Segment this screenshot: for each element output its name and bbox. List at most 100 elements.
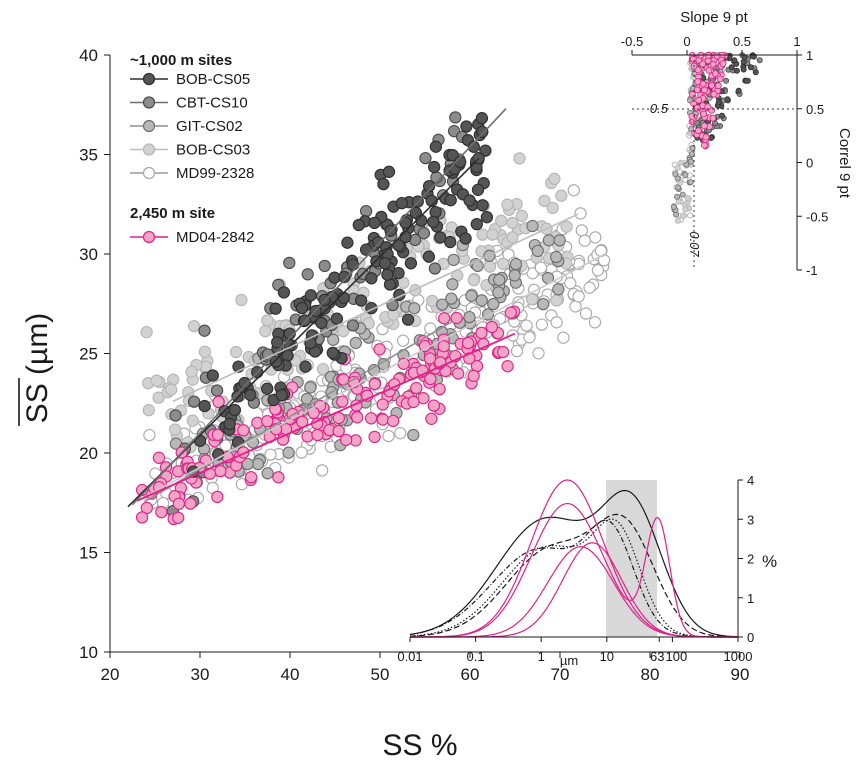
- data-point-md99-2328: [589, 231, 602, 244]
- inset-x-axis-label: Slope 9 pt: [680, 9, 748, 26]
- inset-point-bob-cs05: [747, 64, 754, 71]
- data-point-bob-cs05: [470, 217, 483, 231]
- data-point-bob-cs05: [261, 382, 274, 395]
- legend-marker: [142, 72, 156, 86]
- data-point-md99-2328: [394, 427, 407, 440]
- main-x-tick-label: 40: [281, 665, 300, 684]
- legend-group2-title: 2,450 m site: [130, 205, 215, 222]
- data-point-cbt-cs10: [318, 259, 331, 273]
- data-point-git-cs02: [508, 269, 521, 282]
- data-point-md04-2842: [212, 395, 225, 409]
- inset-x-tick-label: 1: [793, 34, 800, 49]
- data-point-md04-2842: [452, 367, 465, 380]
- data-point-bob-cs05: [422, 179, 436, 193]
- data-point-md04-2842: [272, 471, 285, 484]
- data-point-bob-cs05: [206, 369, 219, 382]
- data-point-git-cs02: [282, 446, 295, 459]
- data-point-bob-cs05: [401, 313, 415, 326]
- inset-point-md04-2842: [702, 133, 710, 141]
- data-point-bob-cs05: [480, 211, 494, 224]
- inset-point-md04-2842: [719, 60, 727, 67]
- data-point-git-cs02: [550, 250, 563, 264]
- data-point-md99-2328: [575, 224, 588, 237]
- legend-label-md04-2842: MD04-2842: [176, 229, 254, 246]
- data-point-bob-cs03: [316, 362, 330, 376]
- legend-entry-cbt-cs10: CBT-CS10: [130, 95, 248, 112]
- data-point-md04-2842: [237, 424, 250, 437]
- inset-point-bob-cs05: [741, 54, 748, 61]
- data-point-md04-2842: [373, 343, 386, 356]
- data-point-bob-cs05: [459, 232, 472, 245]
- inset-point-bob-cs05: [733, 67, 740, 74]
- main-x-axis-label: SS %: [382, 729, 457, 761]
- data-point-bob-cs03: [525, 293, 539, 306]
- inset-y-tick-label: -1: [806, 263, 818, 278]
- data-point-md99-2328: [523, 331, 536, 344]
- legend-group1-title: ~1,000 m sites: [130, 52, 232, 69]
- data-point-md04-2842: [135, 511, 149, 524]
- data-point-git-cs02: [349, 336, 362, 350]
- data-point-bob-cs05: [338, 270, 351, 284]
- data-point-bob-cs05: [479, 144, 492, 157]
- trend-line-bob-cs05: [127, 157, 480, 508]
- main-y-axis-label-group: SS (µm): [18, 313, 54, 426]
- inset-point-md04-2842: [694, 66, 702, 74]
- data-point-bob-cs03: [495, 214, 508, 227]
- data-point-md04-2842: [172, 497, 186, 510]
- legend-label: CBT-CS10: [176, 95, 248, 112]
- inset-point-bob-cs05: [743, 77, 750, 84]
- data-point-cbt-cs10: [283, 256, 296, 270]
- inset-point-bob-cs05: [740, 66, 747, 73]
- main-y-tick-label: 40: [79, 46, 98, 65]
- data-point-bob-cs03: [548, 172, 561, 185]
- data-point-bob-cs05: [446, 149, 459, 162]
- data-point-bob-cs03: [337, 324, 350, 338]
- data-point-bob-cs05: [460, 120, 473, 133]
- data-point-bob-cs05: [399, 216, 412, 229]
- data-point-bob-cs05: [298, 314, 312, 327]
- data-point-md04-2842: [261, 415, 274, 428]
- inset-point-bob-cs05: [752, 69, 759, 76]
- inset-y-tick-label: 0: [806, 156, 813, 171]
- data-point-md04-2842: [475, 326, 488, 340]
- inset-point-md04-2842: [693, 86, 701, 94]
- main-x-tick-label: 50: [371, 665, 390, 684]
- data-point-md99-2328: [591, 264, 605, 277]
- grain-size-curve-solid-pink: [410, 542, 738, 638]
- grain-size-curve-solid-dark: [409, 489, 738, 638]
- data-point-git-cs02: [509, 257, 523, 271]
- data-point-md99-2328: [502, 248, 515, 261]
- data-point-git-cs02: [261, 467, 274, 480]
- inset-point-git-cs02: [670, 203, 677, 210]
- main-x-tick-label: 30: [191, 665, 210, 684]
- data-point-bob-cs03: [187, 319, 201, 333]
- inset-point-md04-2842: [695, 127, 702, 135]
- data-point-git-cs02: [447, 253, 460, 267]
- data-point-md99-2328: [534, 261, 548, 274]
- inset-point-git-cs02: [687, 158, 694, 165]
- data-point-md04-2842: [386, 414, 400, 428]
- data-point-md99-2328: [557, 331, 570, 344]
- legend: ~1,000 m sites BOB-CS05CBT-CS10GIT-CS02B…: [130, 52, 254, 246]
- data-point-md04-2842: [376, 398, 389, 411]
- data-point-md99-2328: [578, 234, 591, 247]
- data-point-bob-cs05: [471, 183, 485, 196]
- data-point-bob-cs05: [467, 140, 480, 153]
- data-point-bob-cs05: [476, 125, 489, 139]
- inset-point-git-cs02: [688, 125, 695, 132]
- legend-label: BOB-CS05: [176, 71, 250, 88]
- data-point-bob-cs05: [476, 199, 489, 212]
- data-point-bob-cs05: [378, 257, 392, 270]
- inset-ref-label-horizontal: 0.5: [650, 101, 669, 116]
- data-point-git-cs02: [542, 234, 556, 247]
- data-point-bob-cs05: [422, 250, 436, 263]
- main-ticks: 20 30 40 50 60 70 80 90 10 15 20 25 30 35 40: [79, 46, 749, 684]
- main-y-tick-label: 15: [79, 544, 98, 563]
- data-point-md99-2328: [572, 290, 585, 303]
- data-point-bob-cs05: [475, 112, 489, 125]
- data-point-md99-2328: [315, 464, 329, 477]
- data-point-bob-cs03: [486, 228, 499, 241]
- data-point-bob-cs05: [330, 312, 344, 325]
- legend-label: BOB-CS03: [176, 142, 250, 159]
- inset-grain-y-axis-label: %: [762, 552, 777, 571]
